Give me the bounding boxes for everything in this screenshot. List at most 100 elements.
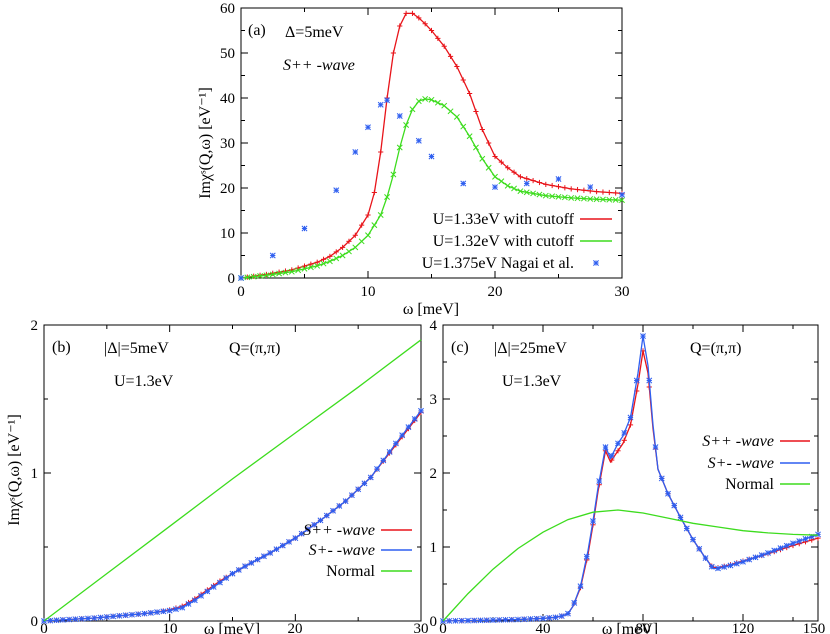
- c-series-point: [671, 502, 678, 509]
- a-series-point: [352, 232, 358, 238]
- a-series-point: [447, 53, 454, 59]
- b-series-point: [198, 592, 205, 599]
- c-series-point: [765, 549, 771, 556]
- c-series-point: [746, 556, 753, 563]
- a-series-point: [492, 153, 498, 160]
- c-series-point: [596, 478, 603, 484]
- c-series-2: [442, 509, 819, 622]
- b-series-point: [135, 611, 142, 618]
- b-series-point: [85, 615, 91, 622]
- a-xtick-label: 0: [237, 284, 245, 300]
- a-series-2: [238, 97, 625, 281]
- c-series-point: [627, 414, 634, 421]
- a-series-point: [244, 274, 251, 281]
- a-series-point: [257, 273, 264, 279]
- c-xaxis-label: ω [meV]: [602, 621, 658, 634]
- c-ytick-label: 4: [430, 318, 438, 334]
- a-series-point: [339, 252, 346, 259]
- a-series-point: [409, 106, 416, 113]
- a-legend-marker: [593, 260, 599, 266]
- a-legend-label: U=1.32eV with cutoff: [433, 233, 575, 250]
- a-series-point: [301, 265, 308, 272]
- a-xtick-label: 20: [488, 284, 503, 300]
- a-series-point: [561, 194, 568, 201]
- c-series-point: [615, 440, 621, 447]
- a-series-point: [473, 108, 479, 115]
- b-series-point: [336, 502, 343, 509]
- c-series-point: [558, 613, 565, 620]
- a-series-point: [485, 164, 492, 171]
- c-xtick-label: 80: [636, 621, 651, 634]
- a-scatter-point: [333, 187, 340, 194]
- a-gap-annotation: Δ=5meV: [285, 24, 344, 41]
- a-series-point: [333, 255, 340, 262]
- a-panel-label: (a): [248, 22, 266, 39]
- a-series-point: [593, 196, 600, 203]
- c-xtick-label: 40: [536, 621, 551, 634]
- a-series-point: [346, 238, 352, 244]
- b-series-point: [405, 424, 412, 431]
- c-series-point: [771, 547, 778, 554]
- a-scatter-point: [492, 184, 498, 191]
- a-series-point: [384, 194, 391, 200]
- b-series-point: [103, 613, 110, 620]
- a-yaxis-label: Imχˢ(Q,ω) [eV⁻¹]: [197, 87, 214, 199]
- b-series-line: [43, 411, 422, 622]
- a-scatter-point: [428, 153, 435, 160]
- a-series-point: [536, 191, 543, 198]
- a-series-point: [549, 193, 556, 200]
- b-series-point: [367, 474, 374, 481]
- b-series-point: [116, 612, 123, 619]
- a-series-point: [599, 196, 606, 203]
- b-series-point: [47, 617, 54, 624]
- a-series-point: [479, 126, 485, 133]
- c-legend: S++ -wave S+- -wave Normal: [702, 433, 810, 493]
- a-series-point: [390, 50, 396, 56]
- a-series-point: [434, 99, 441, 106]
- a-series-point: [562, 185, 568, 191]
- b-yaxis-label: Imχˢ(Q,ω) [eV⁻¹]: [6, 414, 23, 526]
- b-series-point: [273, 546, 280, 553]
- c-series-point: [640, 333, 646, 340]
- a-series-point: [555, 184, 562, 190]
- b-q-annotation: Q=(π,π): [229, 340, 280, 357]
- c-ytick-label: 0: [430, 614, 438, 630]
- a-series-point: [600, 189, 606, 195]
- a-series-point: [530, 190, 537, 197]
- b-series-point: [298, 530, 305, 537]
- c-series-point: [740, 558, 746, 565]
- b-series-point: [330, 507, 336, 514]
- c-series-point: [783, 542, 790, 549]
- a-series-point: [295, 267, 302, 274]
- c-series-point: [815, 531, 821, 538]
- a-series-point: [524, 176, 530, 182]
- c-series-point: [621, 437, 627, 443]
- a-series-point: [460, 77, 466, 83]
- a-series-point: [378, 149, 384, 155]
- b-xaxis-label: ω [meV]: [204, 621, 260, 634]
- a-series-point: [282, 269, 289, 276]
- a-series-point: [568, 186, 574, 192]
- a-series-point: [428, 96, 435, 103]
- c-series-point: [546, 614, 553, 621]
- a-series-point: [409, 10, 416, 16]
- c-series-point: [696, 545, 703, 552]
- a-scatter-point: [587, 184, 594, 191]
- a-series-point: [568, 194, 575, 201]
- a-series-point: [403, 10, 409, 16]
- b-series-point: [229, 570, 236, 577]
- b-series-point: [147, 609, 154, 616]
- b-legend-label: Normal: [326, 563, 375, 580]
- a-ticks: [240, 7, 623, 279]
- b-series-point: [141, 610, 148, 617]
- c-series-point: [796, 538, 803, 545]
- a-series-point: [467, 90, 473, 97]
- c-series-point: [471, 617, 478, 624]
- a-series-point: [542, 192, 549, 199]
- b-series-point: [223, 575, 230, 582]
- b-series-point: [304, 526, 311, 533]
- b-xtick-label: 30: [414, 621, 429, 634]
- c-series-point: [790, 540, 796, 547]
- a-scatter-point: [238, 275, 244, 281]
